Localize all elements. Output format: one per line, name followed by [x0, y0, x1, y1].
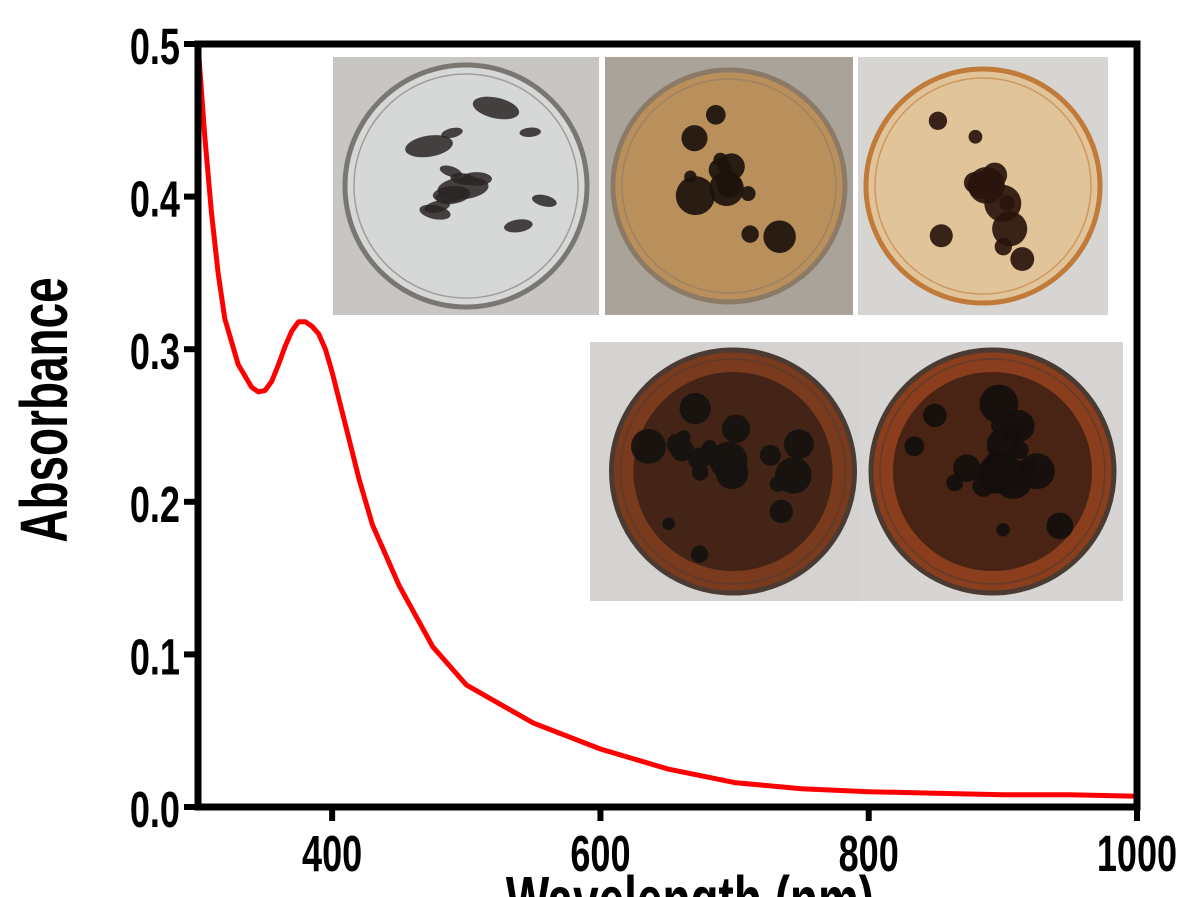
y-axis-title: Absorbance: [7, 277, 82, 542]
x-axis: 400 600 800 1000: [302, 807, 1177, 883]
inset-photos: [333, 57, 1123, 601]
absorbance-series-line: [198, 44, 1137, 799]
petri-dish-5: [862, 342, 1123, 601]
y-tick-label: 0.3: [130, 324, 180, 380]
x-axis-title: Wavelength (nm): [506, 863, 874, 897]
y-tick-label: 0.0: [130, 782, 180, 838]
petri-dish-2: [605, 57, 853, 315]
y-tick-label: 0.1: [130, 629, 180, 685]
petri-dish-4: [590, 342, 876, 601]
x-tick-label: 600: [570, 826, 630, 882]
x-tick-label: 400: [302, 826, 362, 882]
x-tick-label: 800: [839, 826, 899, 882]
petri-dish-3: [858, 57, 1108, 315]
x-tick-label: 1000: [1097, 826, 1177, 882]
y-tick-label: 0.5: [130, 19, 180, 75]
petri-dish-1: [333, 57, 599, 315]
y-axis: 0.0 0.1 0.2 0.3 0.4 0.5: [130, 19, 198, 839]
plot-frame: [194, 40, 1141, 811]
y-tick-label: 0.4: [130, 172, 181, 228]
y-tick-label: 0.2: [130, 477, 180, 533]
